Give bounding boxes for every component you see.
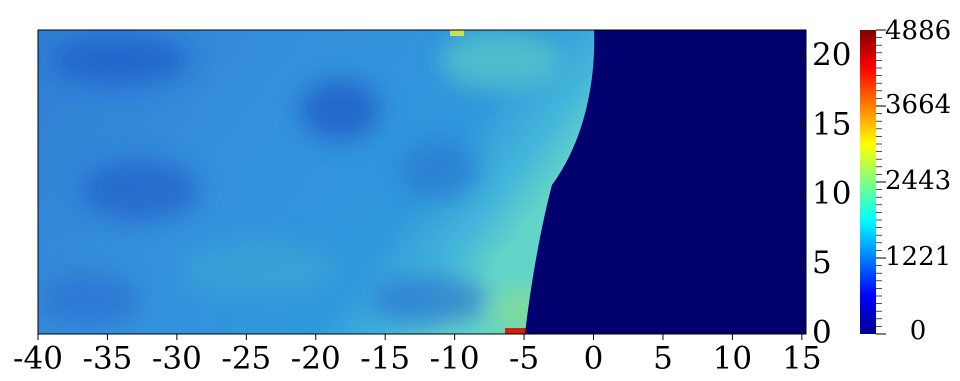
field xyxy=(38,30,806,334)
colorbar-tick-label: 3664 xyxy=(885,90,951,120)
y-tick-label: 15 xyxy=(812,106,851,142)
y-tick-label: 20 xyxy=(812,37,851,73)
x-tick-label: 10 xyxy=(713,341,752,377)
colorbar xyxy=(860,30,876,334)
x-tick-label: 5 xyxy=(653,341,673,377)
y-tick-label: 5 xyxy=(812,245,832,281)
y-tick-label: 0 xyxy=(812,315,832,351)
x-tick-label: -15 xyxy=(360,341,410,377)
colorbar-tick-label: 1221 xyxy=(885,242,951,272)
x-tick-label: -40 xyxy=(13,341,63,377)
y-tick-label: 10 xyxy=(812,176,851,212)
x-tick-label: -20 xyxy=(291,341,341,377)
x-tick-label: 15 xyxy=(782,341,821,377)
colorbar-tick-label: 0 xyxy=(910,316,927,346)
plot-frame xyxy=(37,29,807,335)
x-tick-label: -30 xyxy=(152,341,202,377)
x-tick-label: -5 xyxy=(509,341,539,377)
colorbar-tick-label: 2443 xyxy=(885,166,951,196)
x-tick-label: 0 xyxy=(584,341,604,377)
colorbar-tick-label: 4886 xyxy=(885,16,951,46)
x-tick-label: -25 xyxy=(221,341,271,377)
x-tick-label: -35 xyxy=(82,341,132,377)
x-tick-label: -10 xyxy=(430,341,480,377)
